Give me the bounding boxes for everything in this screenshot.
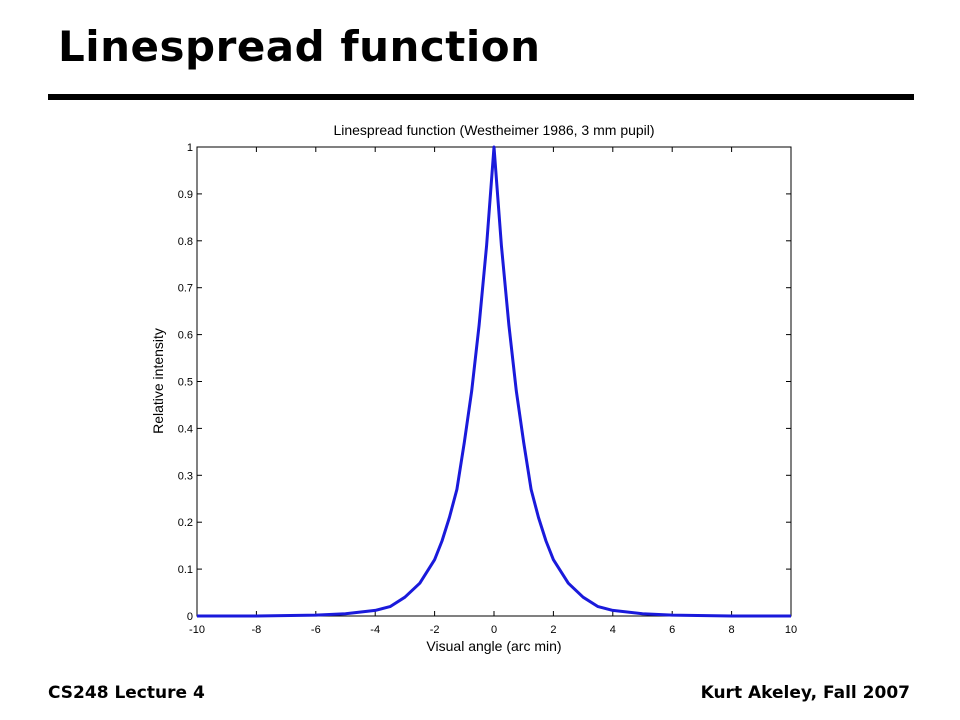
x-tick-label: 0 xyxy=(491,624,497,636)
x-tick-label: -10 xyxy=(189,624,205,636)
page-title: Linespread function xyxy=(58,22,541,71)
y-tick-label: 0 xyxy=(187,611,193,623)
x-tick-label: 4 xyxy=(610,624,616,636)
chart-title: Linespread function (Westheimer 1986, 3 … xyxy=(333,122,654,138)
y-tick-label: 0.2 xyxy=(178,517,193,529)
y-tick-label: 0.1 xyxy=(178,564,193,576)
x-tick-label: -6 xyxy=(311,624,321,636)
y-tick-label: 1 xyxy=(187,142,193,154)
footer-author: Kurt Akeley, Fall 2007 xyxy=(700,683,910,703)
x-tick-label: 6 xyxy=(669,624,675,636)
x-tick-label: -2 xyxy=(430,624,440,636)
y-axis-label: Relative intensity xyxy=(150,328,166,434)
x-tick-label: 10 xyxy=(785,624,797,636)
x-tick-label: -4 xyxy=(370,624,380,636)
title-divider xyxy=(48,94,914,100)
plot-area xyxy=(196,146,792,617)
y-tick-label: 0.8 xyxy=(178,236,193,248)
y-tick-label: 0.5 xyxy=(178,377,193,389)
series-line-0 xyxy=(197,145,791,618)
x-tick-label: -8 xyxy=(252,624,262,636)
y-tick-label: 0.3 xyxy=(178,470,193,482)
y-tick-label: 0.4 xyxy=(178,423,193,435)
y-tick-label: 0.6 xyxy=(178,330,193,342)
y-tick-label: 0.9 xyxy=(178,189,193,201)
y-tick-label: 0.7 xyxy=(178,283,193,295)
x-axis-label: Visual angle (arc min) xyxy=(426,638,561,654)
x-tick-label: 2 xyxy=(550,624,556,636)
x-tick-label: 8 xyxy=(729,624,735,636)
footer-course: CS248 Lecture 4 xyxy=(48,683,205,703)
